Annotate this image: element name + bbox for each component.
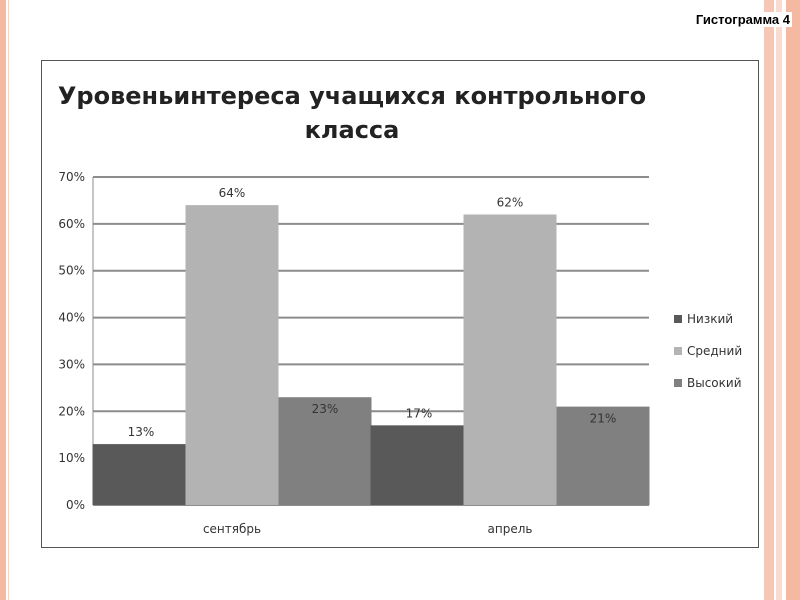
y-tick-label: 30%: [58, 357, 85, 371]
legend-swatch-Высокий: [674, 379, 682, 387]
legend-label: Низкий: [687, 312, 733, 326]
legend-label: Средний: [687, 344, 742, 358]
bar-Низкий-сентябрь: [92, 444, 186, 505]
legend-label: Высокий: [687, 376, 742, 390]
x-tick-label: сентябрь: [203, 522, 261, 536]
y-tick-label: 40%: [58, 311, 85, 325]
right-decor-stripe: [764, 0, 774, 600]
data-label: 64%: [219, 186, 246, 200]
right-decor-stripe-outer: [786, 0, 800, 600]
chart-title: Уровеньинтереса учащихся контрольного кл…: [42, 79, 662, 147]
y-tick-label: 50%: [58, 264, 85, 278]
bar-Средний-апрель: [463, 214, 557, 505]
bar-chart: 0% 10% 20% 30% 40% 50% 60% 70% 13% 64% 23% сентябрь…: [58, 170, 742, 536]
chart-title-line-2: класса: [304, 116, 400, 144]
x-tick-label: апрель: [488, 522, 533, 536]
chart-title-line-1: Уровеньинтереса учащихся контрольного: [57, 82, 647, 110]
slide-title: Гистограмма 4: [693, 12, 792, 27]
legend-swatch-Низкий: [674, 315, 682, 323]
data-label: 17%: [406, 406, 433, 420]
data-label: 13%: [128, 425, 155, 439]
bar-Низкий-апрель: [370, 425, 464, 505]
y-tick-label: 0%: [66, 498, 85, 512]
bar-Высокий-апрель: [556, 406, 650, 505]
data-label: 23%: [312, 402, 339, 416]
y-tick-label: 10%: [58, 451, 85, 465]
left-decor-line: [8, 0, 9, 600]
data-label: 62%: [497, 195, 524, 209]
y-tick-label: 20%: [58, 404, 85, 418]
chart-frame: Уровеньинтереса учащихся контрольного кл…: [41, 60, 759, 548]
y-tick-label: 70%: [58, 170, 85, 184]
left-decor-stripe: [0, 0, 6, 600]
legend-swatch-Средний: [674, 347, 682, 355]
y-tick-label: 60%: [58, 217, 85, 231]
bar-Средний-сентябрь: [185, 205, 279, 505]
right-decor-stripe-light: [776, 0, 782, 600]
data-label: 21%: [590, 412, 617, 426]
bar-Высокий-сентябрь: [278, 397, 372, 505]
